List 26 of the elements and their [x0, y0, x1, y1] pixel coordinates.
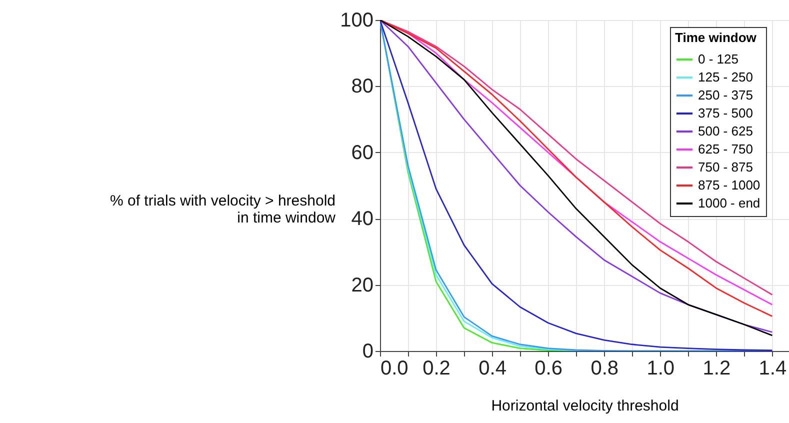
legend-label: 500 - 625 [698, 124, 753, 138]
x-tick-label: 0.4 [478, 358, 506, 380]
x-tick-label: 1.4 [758, 358, 787, 380]
y-tick-label: 80 [351, 76, 374, 98]
y-tick-label: 20 [351, 274, 374, 296]
y-tick-label: 60 [351, 142, 374, 164]
x-tick-label: 0.6 [534, 358, 562, 380]
legend-label: 1000 - end [698, 196, 760, 210]
legend-label: 0 - 125 [698, 52, 738, 66]
legend-title: Time window [675, 30, 758, 45]
y-tick-label: 100 [340, 10, 374, 32]
y-tick-label: 40 [351, 208, 374, 230]
legend-label: 125 - 250 [698, 70, 753, 84]
x-tick-label: 0.8 [590, 358, 619, 380]
y-axis-title: % of trials with velocity > hreshold in time window [110, 192, 336, 226]
legend-label: 875 - 1000 [698, 178, 760, 192]
legend-label: 750 - 875 [698, 160, 753, 174]
legend-label: 250 - 375 [698, 88, 753, 102]
x-tick-label: 1.0 [646, 358, 675, 380]
x-tick-label: 1.2 [702, 358, 731, 380]
x-tick-label: 0.0 [380, 358, 408, 380]
legend-label: 375 - 500 [698, 106, 753, 120]
x-axis-title: Horizontal velocity threshold [491, 398, 679, 414]
y-tick-label: 0 [362, 340, 374, 362]
x-tick-label: 0.2 [422, 358, 450, 380]
legend-label: 625 - 750 [698, 142, 753, 156]
